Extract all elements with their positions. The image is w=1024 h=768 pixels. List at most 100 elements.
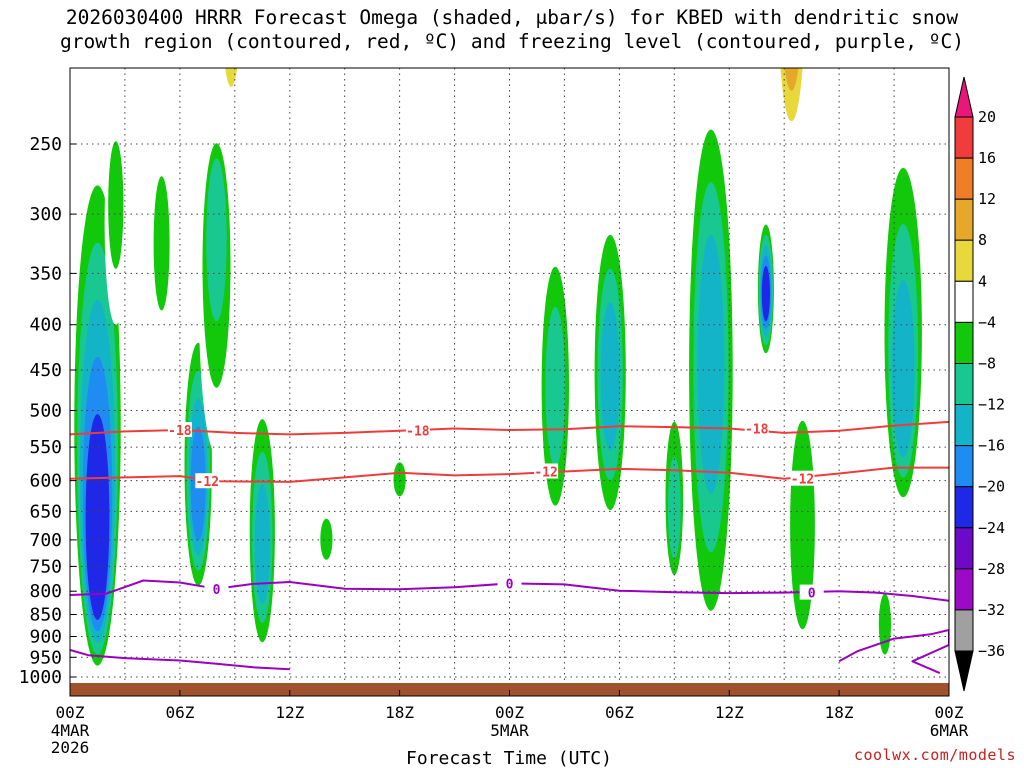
y-tick-label-550: 550 — [29, 437, 62, 458]
omega-up-feature-5-level-4 — [780, 68, 803, 122]
contour-line-4 — [838, 629, 949, 675]
colorbar-swatch-5 — [954, 280, 974, 323]
contour-label-2-2: 0 — [808, 587, 816, 602]
omega-up-feature-5-level-12 — [784, 0, 799, 61]
colorbar-label-11: −28 — [978, 560, 1005, 578]
colorbar-label-4: 4 — [978, 272, 987, 290]
colorbar-swatch-12 — [954, 568, 974, 611]
x-tick-label-3: 18Z — [385, 703, 414, 722]
colorbar-label-8: −16 — [978, 437, 1005, 455]
x-tick-sublabel-0-1: 2026 — [51, 738, 90, 757]
y-tick-label-600: 600 — [29, 471, 62, 492]
contour-label-1-1: -12 — [534, 466, 557, 481]
omega-down-feature-12-level-24 — [761, 266, 771, 322]
colorbar-label-13: −36 — [978, 642, 1005, 660]
colorbar-label-3: 8 — [978, 231, 987, 249]
colorbar-swatch-top — [954, 76, 974, 118]
omega-up-feature-4-level-8 — [742, 0, 754, 15]
y-axis-pressure: 2503003504004505005506006507007508008509… — [19, 134, 76, 688]
contour-label-bg-2-2 — [799, 584, 824, 600]
omega-down-feature-7-level-8 — [393, 462, 406, 497]
colorbar-swatch-4 — [954, 239, 974, 282]
omega-up-feature-4-level-4 — [739, 0, 757, 25]
omega-up-feature-5-level-8 — [784, 68, 799, 91]
omega-shading — [71, 0, 926, 677]
y-tick-label-950: 950 — [29, 647, 62, 668]
y-tick-label-250: 250 — [29, 134, 62, 155]
contour-label-bg-1-0 — [195, 473, 220, 489]
y-tick-label-450: 450 — [29, 360, 62, 381]
colorbar-swatch-bottom — [954, 650, 974, 692]
contour-label-bg-1-2 — [790, 470, 815, 486]
y-tick-label-800: 800 — [29, 581, 62, 602]
omega-up-feature-2-level-4 — [225, 68, 238, 87]
contour-line-2 — [70, 579, 949, 602]
contour-label-bg-2-1 — [497, 575, 522, 591]
y-tick-label-900: 900 — [29, 627, 62, 648]
colorbar-label-2: 12 — [978, 190, 996, 208]
colorbar-swatch-9 — [954, 445, 974, 488]
chart-title-line-2: growth region (contoured, red, ºC) and f… — [60, 30, 964, 53]
omega-down-feature-9-level-16 — [600, 302, 620, 451]
omega-down-feature-10-level-12 — [667, 456, 681, 559]
colorbar-label-9: −20 — [978, 478, 1005, 496]
omega-up-feature-6-level-4 — [762, 0, 780, 26]
contour-label-bg-1-1 — [534, 463, 559, 479]
watermark-url: coolwx.com/models — [853, 746, 1016, 764]
contour-label-0-1: -18 — [406, 425, 430, 440]
x-tick-label-1: 06Z — [165, 703, 194, 722]
x-tick-sublabel-0-0: 4MAR — [51, 721, 90, 740]
x-tick-label-8: 00Z — [935, 703, 964, 722]
contour-label-2-1: 0 — [506, 577, 514, 592]
y-tick-label-650: 650 — [29, 501, 62, 522]
colorbar-label-5: −4 — [978, 313, 996, 331]
contour-line-0 — [70, 420, 949, 436]
colorbar-label-7: −12 — [978, 396, 1005, 414]
x-tick-label-5: 06Z — [605, 703, 634, 722]
contour-label-0-0: -18 — [168, 424, 192, 439]
omega-down-feature-5-level-16 — [254, 483, 270, 605]
contour-labels: -18 -18 -18 -12 -12 -12 0 0 0 — [167, 420, 824, 602]
omega-down-feature-8-level-12 — [545, 306, 566, 467]
contour-label-2-0: 0 — [213, 583, 221, 598]
omega-down-feature-14-level-16 — [891, 280, 915, 458]
colorbar-swatch-7 — [954, 363, 974, 406]
x-tick-label-2: 12Z — [275, 703, 304, 722]
omega-down-feature-4-level-12 — [206, 158, 227, 322]
omega-down-feature-15-level-8 — [878, 593, 892, 655]
x-tick-label-6: 12Z — [715, 703, 744, 722]
y-tick-label-300: 300 — [29, 204, 62, 225]
x-tick-label-7: 18Z — [825, 703, 854, 722]
contour-label-bg-2-0 — [204, 580, 229, 596]
omega-up-feature-3-level-4 — [601, 0, 619, 19]
x-tick-label-4: 00Z — [495, 703, 524, 722]
contour-label-bg-0-0 — [167, 422, 192, 437]
colorbar-label-12: −32 — [978, 601, 1005, 619]
contour-label-1-2: -12 — [791, 473, 814, 488]
colorbar-swatch-3 — [954, 198, 974, 241]
y-tick-label-500: 500 — [29, 401, 62, 422]
colorbar-swatch-2 — [954, 157, 974, 200]
y-tick-label-750: 750 — [29, 556, 62, 577]
omega-down-feature-3-level-8 — [153, 176, 170, 311]
x-tick-sublabel-4-0: 5MAR — [490, 721, 529, 740]
y-tick-label-1000: 1000 — [19, 667, 62, 688]
colorbar-swatch-13 — [954, 609, 974, 652]
contour-label-0-2: -18 — [745, 423, 769, 438]
y-tick-label-400: 400 — [29, 315, 62, 336]
contour-line-3 — [70, 648, 290, 671]
colorbar: 20 16 12 8 4 −4 −8 −12 −16 −20 −24 −28 −32 −36 — [954, 76, 1005, 692]
colorbar-swatch-8 — [954, 404, 974, 447]
y-tick-label-350: 350 — [29, 263, 62, 284]
colorbar-swatch-6 — [954, 321, 974, 364]
x-tick-sublabel-8-0: 6MAR — [930, 721, 969, 740]
omega-up-feature-0-level-4 — [262, 0, 280, 56]
omega-down-feature-0-level-24 — [85, 414, 110, 620]
colorbar-label-10: −24 — [978, 519, 1005, 537]
colorbar-swatch-10 — [954, 486, 974, 529]
omega-up-feature-7-level-4 — [858, 0, 876, 17]
x-axis-title: Forecast Time (UTC) — [406, 748, 612, 768]
contour-label-bg-0-1 — [405, 422, 430, 438]
